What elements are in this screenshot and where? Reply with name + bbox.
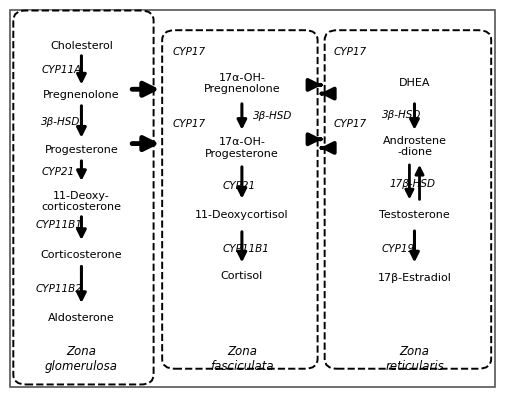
Text: CYP21: CYP21: [41, 167, 74, 177]
FancyBboxPatch shape: [10, 10, 494, 387]
Text: 11-Deoxy-
corticosterone: 11-Deoxy- corticosterone: [41, 191, 121, 212]
Text: Zona
reticularis: Zona reticularis: [384, 345, 443, 372]
FancyBboxPatch shape: [162, 30, 317, 369]
Text: 17β-Estradiol: 17β-Estradiol: [377, 273, 450, 283]
Text: 17α-OH-
Progesterone: 17α-OH- Progesterone: [205, 137, 278, 159]
Text: 17α-OH-
Pregnenolone: 17α-OH- Pregnenolone: [203, 73, 280, 94]
Text: CYP17: CYP17: [172, 47, 205, 57]
Text: CYP17: CYP17: [333, 47, 366, 57]
Text: CYP11A: CYP11A: [41, 64, 81, 75]
FancyBboxPatch shape: [13, 11, 154, 384]
Text: Cholesterol: Cholesterol: [50, 41, 113, 51]
Text: 3β-HSD: 3β-HSD: [381, 110, 420, 120]
Text: Zona
fasciculata: Zona fasciculata: [210, 345, 273, 372]
Text: CYP11B1: CYP11B1: [222, 244, 269, 254]
Text: DHEA: DHEA: [398, 78, 429, 88]
Text: Zona
glomerulosa: Zona glomerulosa: [45, 345, 118, 372]
Text: Progesterone: Progesterone: [44, 145, 118, 155]
Text: 17β-HSD: 17β-HSD: [388, 179, 434, 189]
Text: 3β-HSD: 3β-HSD: [252, 111, 292, 121]
Text: CYP11B1: CYP11B1: [36, 220, 83, 230]
Text: CYP17: CYP17: [172, 118, 205, 128]
Text: CYP19: CYP19: [381, 244, 414, 254]
Text: Corticosterone: Corticosterone: [40, 250, 122, 260]
Text: Testosterone: Testosterone: [378, 210, 449, 220]
FancyBboxPatch shape: [324, 30, 490, 369]
Text: CYP11B2: CYP11B2: [36, 284, 83, 294]
Text: Aldosterone: Aldosterone: [48, 312, 115, 323]
Text: Pregnenolone: Pregnenolone: [43, 90, 120, 100]
Text: Cortisol: Cortisol: [220, 271, 263, 281]
Text: CYP21: CYP21: [222, 181, 256, 191]
Text: Androstene
-dione: Androstene -dione: [382, 135, 445, 157]
Text: 3β-HSD: 3β-HSD: [41, 117, 80, 127]
Text: 11-Deoxycortisol: 11-Deoxycortisol: [195, 210, 288, 220]
Text: CYP17: CYP17: [333, 118, 366, 128]
